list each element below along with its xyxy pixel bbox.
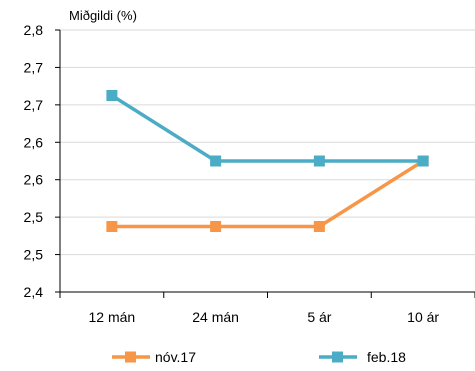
x-tick-label: 10 ár	[407, 309, 439, 325]
legend-label: feb.18	[367, 349, 406, 365]
legend-marker	[332, 351, 343, 363]
y-tick-label: 2,5	[24, 247, 44, 263]
data-point	[313, 221, 325, 232]
y-tick-labels: 2,4 2,5 2,5 2,6 2,6 2,7 2,7 2,8	[24, 22, 44, 300]
legend: nóv.17 feb.18	[112, 349, 406, 365]
y-tick-label: 2,4	[24, 284, 44, 300]
x-tick-label: 12 mán	[89, 309, 136, 325]
legend-marker	[125, 351, 136, 363]
data-point	[417, 155, 429, 167]
y-tick-label: 2,8	[24, 22, 44, 38]
series-group	[106, 90, 429, 232]
x-tick-labels: 12 mán 24 mán 5 ár 10 ár	[89, 309, 440, 325]
series-line-1	[110, 94, 424, 163]
y-tick-label: 2,7	[24, 97, 44, 113]
gridlines	[60, 29, 475, 256]
legend-item-1: feb.18	[319, 349, 406, 365]
y-axis-title: Miðgildi (%)	[69, 8, 137, 23]
data-point	[313, 155, 325, 167]
data-point	[210, 155, 222, 167]
y-tick-label: 2,7	[24, 59, 44, 75]
series-line-0	[111, 159, 425, 229]
y-tick-label: 2,6	[24, 134, 44, 150]
series-0	[106, 155, 429, 232]
axes	[55, 29, 475, 298]
data-point	[106, 221, 118, 232]
legend-label: nóv.17	[155, 349, 196, 365]
series-1	[106, 90, 429, 167]
x-tick-label: 5 ár	[307, 309, 331, 325]
y-tick-label: 2,5	[24, 209, 44, 225]
data-point	[210, 221, 222, 232]
data-point	[106, 90, 118, 101]
y-tick-label: 2,6	[24, 172, 44, 188]
x-tick-label: 24 mán	[192, 309, 239, 325]
legend-item-0: nóv.17	[112, 349, 196, 365]
